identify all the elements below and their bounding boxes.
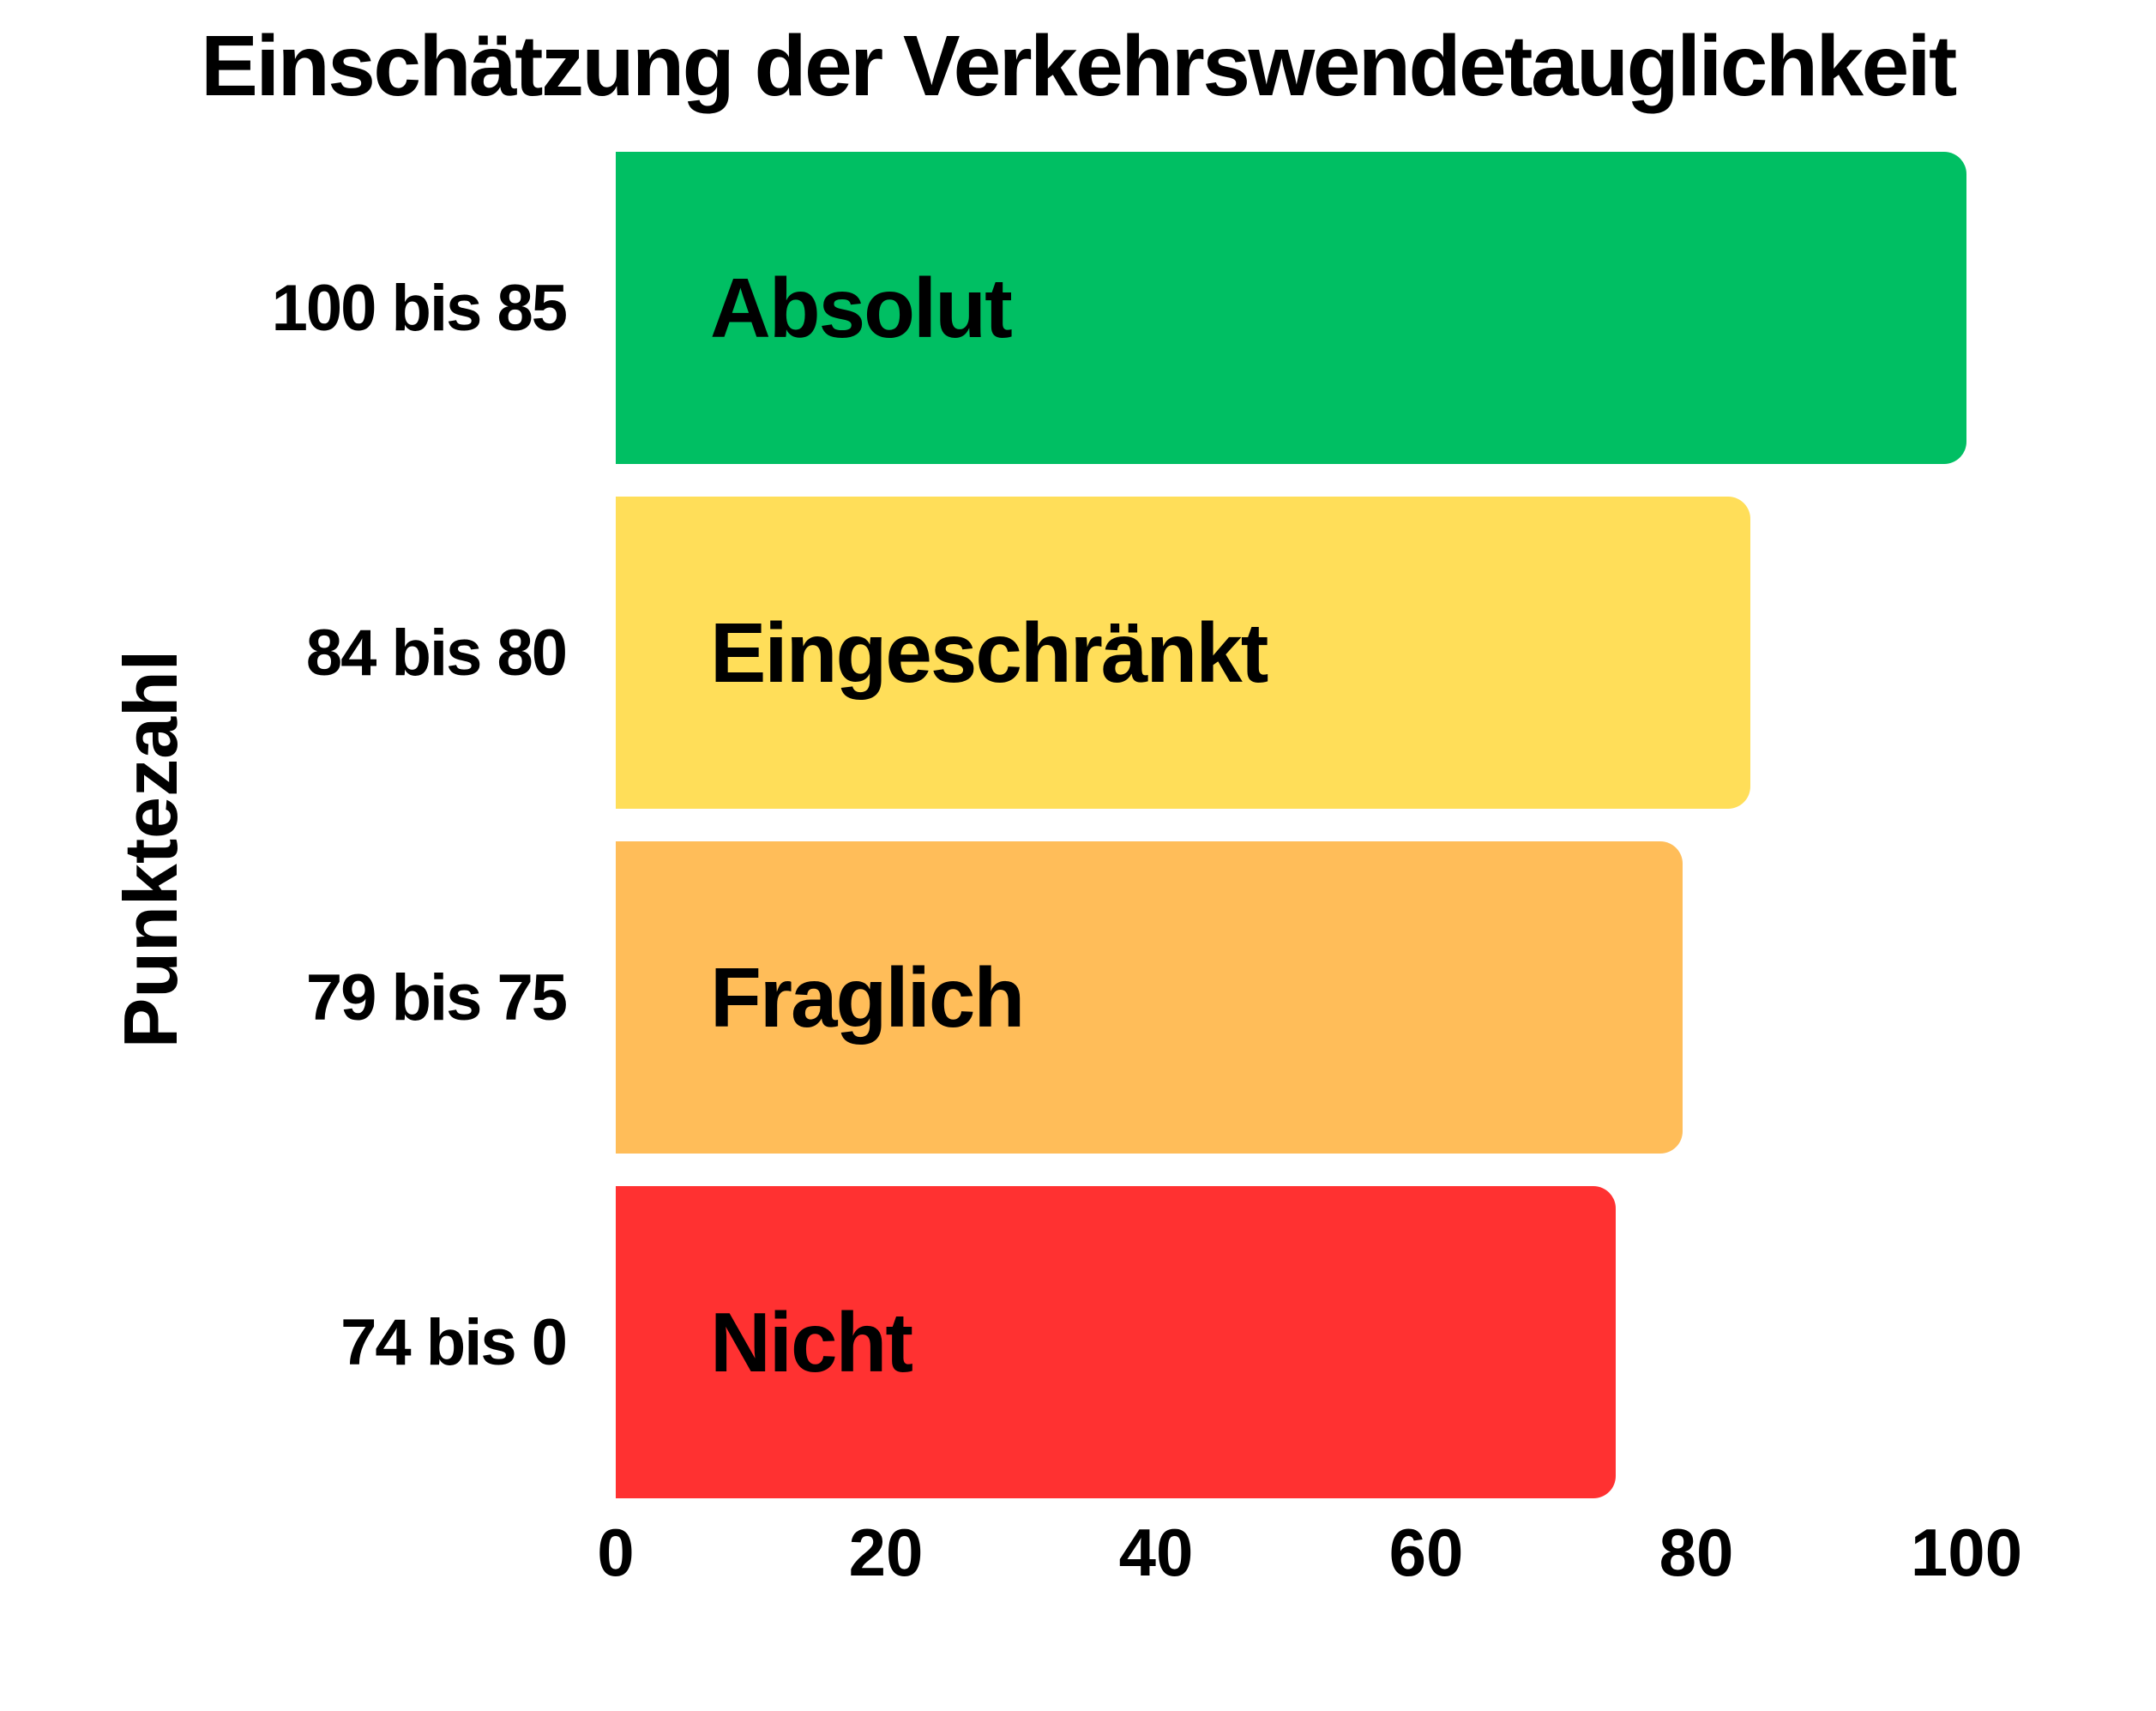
chart-title: Einschätzung der Verkehrswendetauglichke…	[201, 18, 1957, 114]
row-label: 79 bis 75	[305, 961, 568, 1034]
row-label: 84 bis 80	[305, 616, 568, 690]
x-axis-ticks: 0 20 40 60 80 100	[597, 1515, 2022, 1605]
x-tick: 20	[848, 1515, 924, 1590]
bar: Nicht	[616, 1186, 1616, 1498]
x-tick: 60	[1388, 1515, 1464, 1590]
row-label: 74 bis 0	[340, 1305, 568, 1379]
row-label: 100 bis 85	[271, 271, 568, 345]
bar-label: Eingeschränkt	[710, 605, 1268, 700]
bar-rows: Absolut Eingeschränkt Fraglich Nicht	[616, 152, 1966, 1498]
x-tick: 100	[1910, 1515, 2023, 1590]
bar: Eingeschränkt	[616, 497, 1750, 809]
row-labels: 100 bis 85 84 bis 80 79 bis 75 74 bis 0	[0, 152, 568, 1498]
bar-label: Absolut	[710, 261, 1013, 355]
x-tick: 0	[597, 1515, 635, 1590]
bar: Fraglich	[616, 841, 1683, 1154]
bar: Absolut	[616, 152, 1966, 464]
x-tick: 80	[1659, 1515, 1734, 1590]
bar-label: Fraglich	[710, 950, 1025, 1045]
x-tick: 40	[1118, 1515, 1194, 1590]
bar-label: Nicht	[710, 1295, 913, 1389]
